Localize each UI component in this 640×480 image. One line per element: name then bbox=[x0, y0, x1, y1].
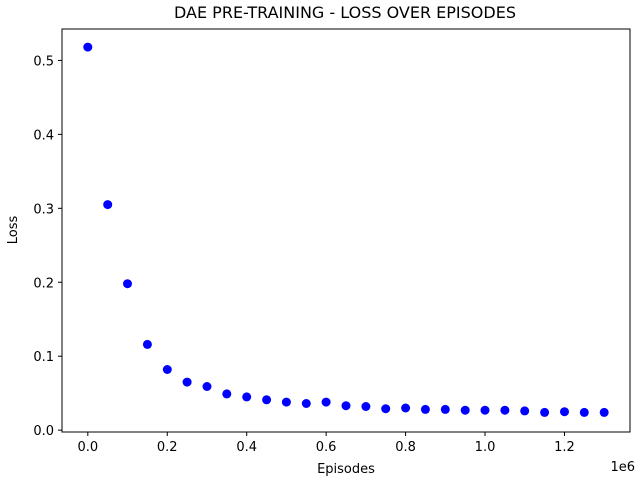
data-point bbox=[321, 397, 331, 407]
x-tick-label: 0.4 bbox=[236, 440, 257, 455]
data-point bbox=[103, 200, 113, 210]
data-point bbox=[83, 42, 93, 52]
y-tick-label: 0.2 bbox=[33, 276, 54, 291]
x-axis-label: Episodes bbox=[317, 462, 375, 477]
data-point bbox=[520, 406, 530, 416]
data-point bbox=[262, 395, 272, 405]
data-point bbox=[560, 407, 569, 417]
y-tick-label: 0.0 bbox=[33, 424, 54, 439]
data-point bbox=[361, 402, 371, 411]
x-tick-label: 0.0 bbox=[77, 440, 98, 455]
data-point bbox=[182, 377, 192, 387]
data-point bbox=[281, 397, 291, 407]
data-point bbox=[381, 404, 391, 414]
data-point bbox=[579, 407, 589, 417]
x-axis-offset-label: 1e6 bbox=[610, 460, 635, 475]
data-point bbox=[540, 407, 550, 417]
x-tick-label: 1.2 bbox=[554, 440, 575, 455]
data-point bbox=[301, 399, 311, 408]
x-axis-ticks: 0.0 0.2 0.4 0.6 0.8 1.0 1.2 bbox=[77, 432, 575, 455]
chart-title: DAE PRE-TRAINING - LOSS OVER EPISODES bbox=[174, 3, 516, 22]
data-point bbox=[401, 403, 411, 413]
data-point bbox=[599, 407, 609, 417]
y-axis-ticks: 0.0 0.1 0.2 0.3 0.4 0.5 bbox=[33, 54, 62, 439]
data-point bbox=[162, 365, 172, 374]
x-tick-label: 0.6 bbox=[316, 440, 337, 455]
data-point bbox=[460, 405, 470, 415]
y-tick-label: 0.3 bbox=[33, 202, 54, 217]
data-point bbox=[142, 339, 152, 349]
data-point bbox=[420, 404, 430, 414]
data-point bbox=[500, 405, 510, 415]
x-tick-label: 1.0 bbox=[475, 440, 496, 455]
y-tick-label: 0.5 bbox=[33, 54, 54, 69]
data-point bbox=[242, 392, 252, 402]
y-tick-label: 0.4 bbox=[33, 128, 54, 143]
x-tick-label: 0.8 bbox=[395, 440, 416, 455]
data-point bbox=[222, 389, 232, 399]
x-tick-label: 0.2 bbox=[157, 440, 178, 455]
data-point bbox=[341, 401, 351, 411]
plot-frame bbox=[61, 28, 631, 433]
data-point bbox=[123, 279, 132, 289]
y-tick-label: 0.1 bbox=[33, 350, 54, 365]
data-point bbox=[202, 382, 212, 391]
y-axis-label: Loss bbox=[6, 216, 21, 245]
data-point bbox=[440, 404, 450, 414]
data-point bbox=[480, 405, 490, 415]
data-points bbox=[83, 42, 609, 417]
